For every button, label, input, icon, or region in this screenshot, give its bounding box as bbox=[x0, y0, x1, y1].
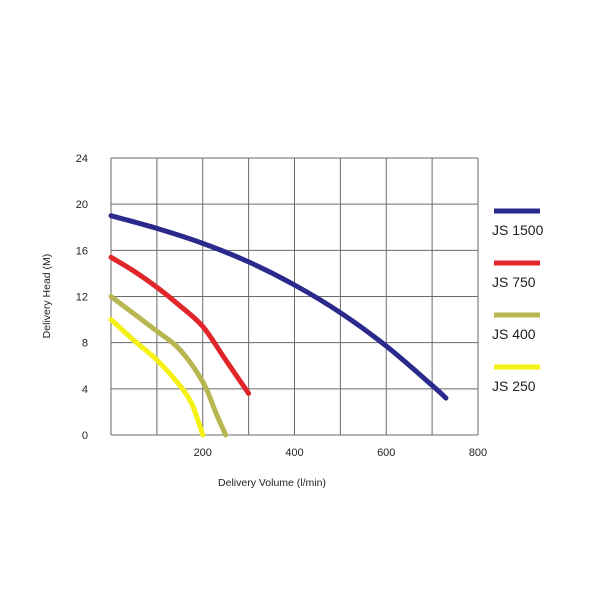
x-tick-label: 400 bbox=[285, 447, 303, 459]
series-line-js-1500 bbox=[108, 213, 449, 401]
y-tick-label: 20 bbox=[76, 199, 88, 211]
series-line-js-400 bbox=[108, 294, 229, 438]
y-tick-label: 4 bbox=[82, 384, 88, 396]
legend-label-js-750: JS 750 bbox=[492, 274, 536, 290]
y-tick-label: 0 bbox=[82, 430, 88, 442]
legend-label-js-400: JS 400 bbox=[492, 326, 536, 342]
tick-labels: 0 4 8 12 16 20 24 200 400 600 800 bbox=[76, 153, 487, 459]
x-tick-label: 600 bbox=[377, 447, 395, 459]
x-tick-label: 200 bbox=[194, 447, 212, 459]
y-tick-label: 8 bbox=[82, 338, 88, 350]
series-lines bbox=[108, 213, 449, 438]
x-tick-label: 800 bbox=[469, 447, 487, 459]
series-line-js-750 bbox=[108, 254, 252, 396]
x-axis-title: Delivery Volume (l/min) bbox=[218, 477, 326, 489]
legend-label-js-250: JS 250 bbox=[492, 378, 536, 394]
legend: JS 1500 JS 750 JS 400 JS 250 bbox=[492, 208, 544, 394]
legend-label-js-1500: JS 1500 bbox=[492, 222, 544, 238]
y-tick-label: 16 bbox=[76, 245, 88, 257]
y-axis-title: Delivery Head (M) bbox=[41, 254, 53, 339]
y-tick-label: 24 bbox=[76, 153, 88, 165]
y-tick-label: 12 bbox=[76, 292, 88, 304]
series-line-js-250 bbox=[108, 317, 206, 438]
